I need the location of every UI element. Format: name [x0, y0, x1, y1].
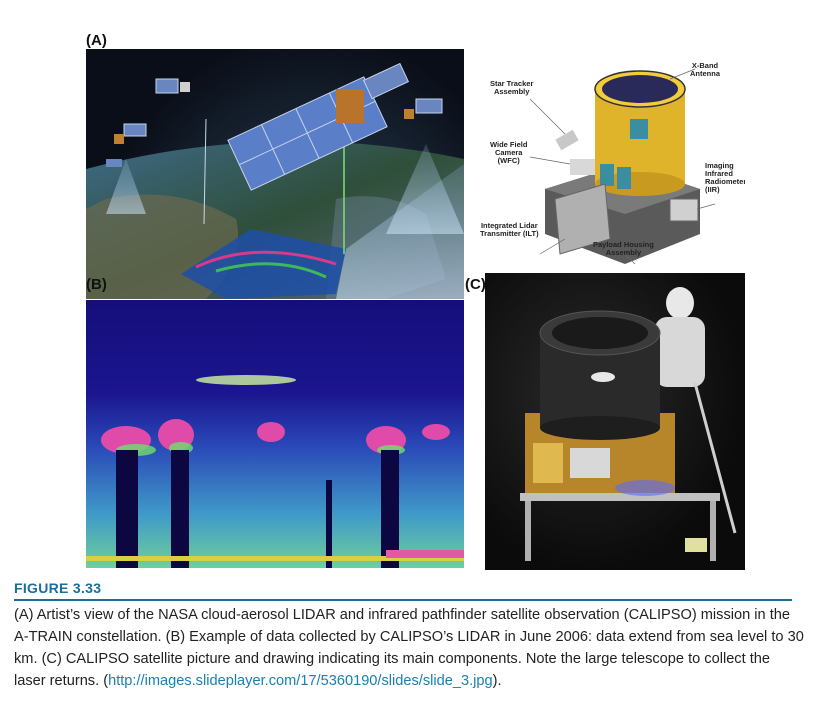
panel-a-artist-view-image: [86, 49, 464, 299]
label-wide-field-camera: Wide Field Camera (WFC): [490, 140, 528, 165]
figure-title-rule: [14, 599, 792, 601]
label-star-tracker: Star Tracker Assembly: [490, 79, 534, 96]
label-infrared-radiometer: Imaging Infrared Radiometer (IIR): [705, 161, 745, 194]
caption-text: (A) Artist’s view of the NASA cloud-aero…: [14, 607, 804, 689]
panel-b-lidar-data-image: [86, 300, 464, 568]
caption-end: ).: [492, 673, 502, 689]
panel-c-satellite-photo: [485, 273, 745, 570]
figure-caption: (A) Artist’s view of the NASA cloud-aero…: [14, 604, 804, 692]
label-x-band-antenna: X-Band Antenna: [690, 61, 720, 78]
panel-a-component-diagram: Star Tracker Assembly X-Band Antenna Wid…: [475, 49, 745, 299]
caption-source-link[interactable]: http://images.slideplayer.com/17/5360190…: [108, 673, 493, 689]
calipso-satellite-photo: [520, 287, 737, 561]
figure-title: FIGURE 3.33: [14, 580, 102, 596]
label-payload-housing: Payload Housing Assembly: [593, 240, 654, 257]
panel-c-label: (C): [465, 276, 486, 293]
label-lidar-transmitter: Integrated Lidar Transmitter (ILT): [480, 221, 539, 238]
satellite-constellation-illustration: [86, 62, 464, 299]
figure: (A): [80, 28, 745, 570]
panel-b-label: (B): [86, 276, 107, 293]
panel-a-label: (A): [86, 32, 107, 49]
calipso-component-drawing: [529, 68, 716, 265]
lidar-backscatter-plot: [86, 300, 464, 568]
